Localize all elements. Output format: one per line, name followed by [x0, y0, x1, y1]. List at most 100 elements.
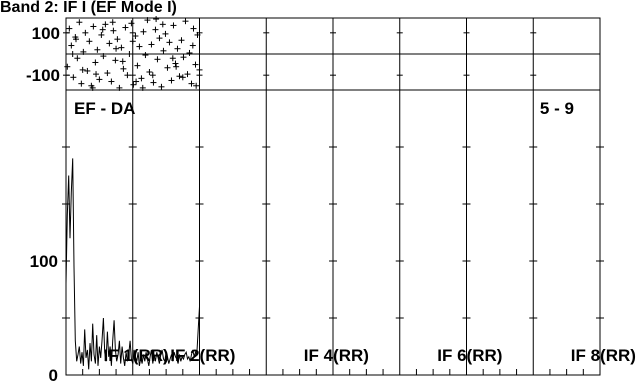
scatter-y-tick-label: 100: [32, 24, 60, 43]
scatter-point: [132, 33, 139, 39]
scatter-point: [150, 79, 157, 86]
scatter-point: [159, 21, 166, 28]
scatter-point: [90, 23, 97, 30]
panel-title: EF - DA: [74, 99, 135, 118]
scatter-point: [176, 73, 183, 80]
scatter-point: [70, 74, 77, 81]
scatter-point: [146, 69, 153, 75]
scatter-point: [194, 31, 201, 38]
scatter-point: [104, 70, 111, 77]
scatter-point: [112, 57, 119, 64]
scatter-point: [148, 41, 155, 48]
scatter-point: [118, 44, 125, 51]
line-y-ticks: 100 0: [30, 252, 58, 381]
scatter-point: [173, 63, 180, 70]
scatter-y-tick-label: -100: [26, 66, 60, 85]
scatter-point: [122, 24, 129, 31]
scatter-point: [114, 36, 121, 43]
scatter-point: [84, 67, 91, 74]
if-label: IF 4(RR): [304, 346, 369, 365]
if-label: IF 1(RR): [104, 346, 169, 365]
scatter-point: [126, 51, 133, 57]
scatter-point: [152, 26, 159, 33]
scatter-point: [92, 59, 99, 66]
scatter-point: [180, 54, 187, 61]
line-y-tick-label: 100: [30, 252, 58, 271]
scatter-point: [186, 49, 193, 56]
scatter-point: [64, 63, 71, 70]
panel-annotation: 5 - 9: [540, 99, 574, 118]
scatter-point: [68, 42, 75, 49]
scatter-point: [74, 55, 81, 62]
scatter-point: [78, 80, 85, 87]
scatter-point: [94, 46, 101, 53]
scatter-point: [169, 55, 176, 62]
scatter-y-ticks: 100 -100: [26, 24, 70, 85]
scatter-point: [79, 66, 86, 73]
scatter-point: [193, 82, 200, 89]
scatter-point: [182, 18, 189, 25]
scatter-point: [138, 75, 145, 82]
scatter-point: [133, 78, 140, 85]
scatter-point: [124, 72, 131, 79]
scatter-point: [86, 38, 93, 45]
scatter-point: [66, 25, 73, 32]
scatter-point: [184, 71, 191, 78]
scatter-point: [140, 28, 147, 35]
scatter-point: [174, 45, 181, 52]
scatter-point: [106, 40, 113, 47]
scatter-point: [168, 77, 175, 84]
scatter-point: [108, 78, 115, 85]
scatter-point: [100, 53, 107, 60]
if-label: IF 6(RR): [437, 346, 502, 365]
scatter-point: [119, 58, 126, 65]
scatter-panel: 100 -100: [26, 16, 601, 91]
chart-title: Band 2: IF I (EF Mode I): [0, 0, 177, 16]
scatter-point: [160, 47, 167, 54]
scatter-point: [192, 61, 199, 68]
scatter-point: [113, 45, 120, 52]
scatter-point: [156, 35, 163, 42]
scatter-point: [170, 22, 177, 29]
scatter-point: [158, 83, 165, 90]
scatter-point: [73, 36, 80, 43]
scatter-point: [149, 72, 156, 79]
scatter-point: [110, 27, 117, 34]
line-y-tick-label: 0: [49, 366, 58, 381]
scatter-point: [179, 74, 186, 81]
scatter-point: [120, 65, 127, 72]
scatter-point: [129, 38, 136, 45]
scatter-point: [128, 20, 135, 27]
scatter-point: [178, 37, 185, 44]
scatter-point: [144, 17, 151, 24]
scatter-point: [102, 21, 109, 28]
scatter-point: [162, 30, 169, 37]
scatter-point: [166, 39, 173, 46]
scatter-point: [109, 19, 116, 26]
if-labels: IF 1(RR) IF 2(RR) IF 4(RR) IF 6(RR) IF 8(RR): [104, 346, 636, 365]
scatter-point: [98, 31, 105, 38]
scatter-point: [190, 25, 197, 32]
scatter-point: [99, 26, 106, 33]
if-label: IF 8(RR): [571, 346, 636, 365]
scatter-point: [188, 80, 195, 87]
scatter-point: [76, 19, 83, 26]
scatter-point: [134, 62, 141, 69]
scatter-point: [82, 29, 89, 36]
scatter-point: [130, 81, 137, 88]
scatter-point: [142, 52, 149, 59]
scatter-point: [172, 60, 179, 67]
scatter-point: [96, 76, 103, 83]
scatter-point: [69, 51, 76, 57]
line-series: [65, 158, 200, 370]
scatter-point: [154, 56, 161, 63]
scatter-point: [153, 16, 160, 23]
line-gridlines: [62, 90, 604, 375]
scatter-point: [164, 64, 171, 71]
scatter-point: [189, 42, 196, 49]
scatter-point: [136, 43, 143, 50]
scatter-point: [93, 71, 100, 78]
scatter-point: [196, 66, 203, 73]
line-panel: 100 0 EF - DA 5 - 9 IF 1(RR) IF 2(RR) IF 4(…: [30, 89, 636, 381]
